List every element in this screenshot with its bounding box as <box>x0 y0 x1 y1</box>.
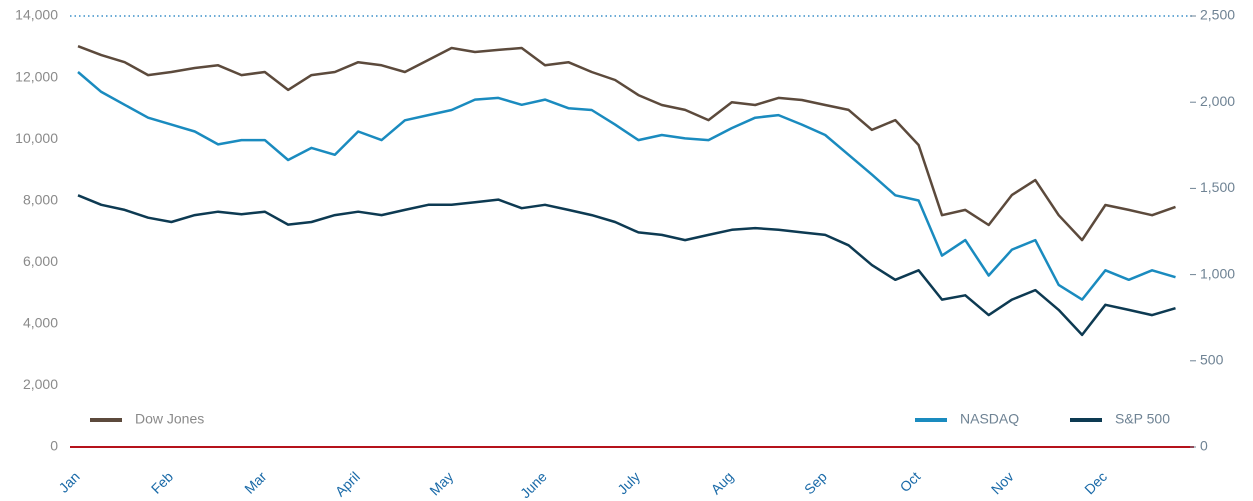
legend-label: NASDAQ <box>960 411 1019 427</box>
x-tick-label: April <box>332 468 363 499</box>
y-tick-label: 6,000 <box>23 253 58 269</box>
y2-tick-label: 2,500 <box>1200 7 1235 23</box>
y-tick-label: 12,000 <box>15 68 58 84</box>
series-line <box>77 194 1176 337</box>
x-tick-label: Feb <box>148 468 177 497</box>
x-tick-label: Mar <box>241 468 270 497</box>
x-tick-label: Aug <box>708 468 737 497</box>
y2-tick-label: 0 <box>1200 438 1208 454</box>
x-tick-label: May <box>426 468 456 498</box>
legend-label: Dow Jones <box>135 411 204 427</box>
y-tick-label: 14,000 <box>15 7 58 23</box>
y2-tick-label: 1,500 <box>1200 179 1235 195</box>
y2-tick-label: 500 <box>1200 352 1224 368</box>
y-tick-label: 10,000 <box>15 130 58 146</box>
y2-tick-label: 1,000 <box>1200 265 1235 281</box>
y-tick-label: 4,000 <box>23 315 58 331</box>
x-tick-label: Sep <box>801 468 830 497</box>
series-line <box>77 45 1176 242</box>
x-tick-label: June <box>517 468 550 501</box>
series-line <box>77 71 1176 301</box>
y-tick-label: 2,000 <box>23 376 58 392</box>
y-tick-label: 0 <box>50 438 58 454</box>
y2-tick-label: 2,000 <box>1200 93 1235 109</box>
x-tick-label: Jan <box>55 468 82 495</box>
legend-label: S&P 500 <box>1115 411 1170 427</box>
x-tick-label: Nov <box>988 468 1017 497</box>
x-tick-label: Dec <box>1081 468 1110 497</box>
x-tick-label: Oct <box>897 468 924 495</box>
y-tick-label: 8,000 <box>23 191 58 207</box>
x-tick-label: July <box>614 468 643 497</box>
